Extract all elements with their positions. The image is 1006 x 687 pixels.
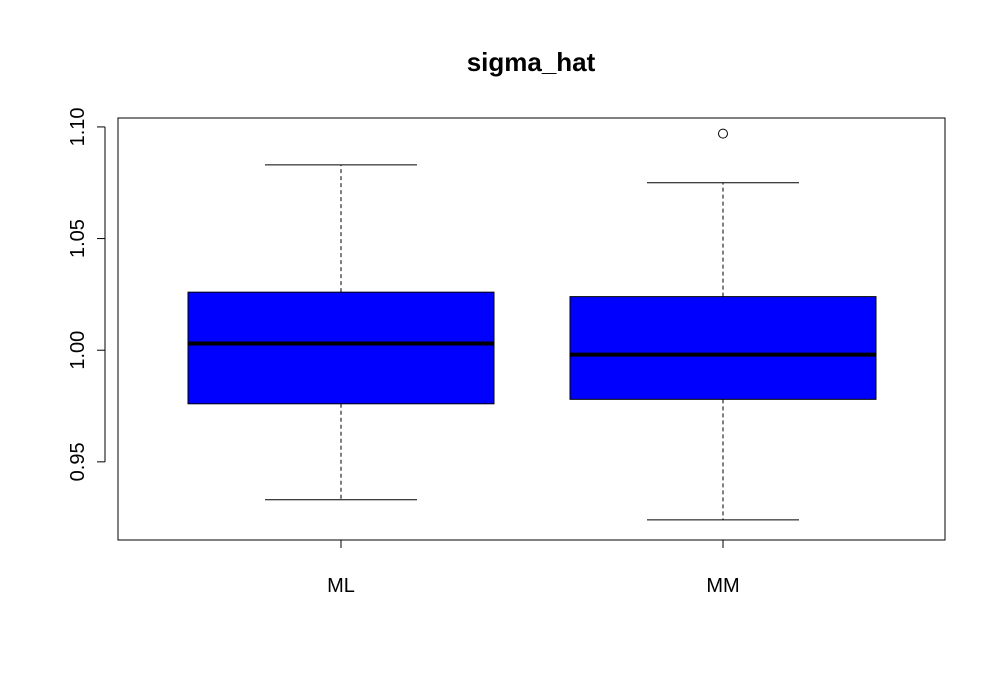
x-tick-label: MM	[706, 575, 739, 597]
y-axis: 0.95 1.00 1.05 1.10	[67, 107, 106, 481]
outlier-point	[718, 128, 728, 139]
iqr-box	[569, 296, 877, 400]
y-tick-label: 1.00	[67, 331, 89, 370]
chart-title: sigma_hat	[467, 47, 596, 77]
y-tick-label: 1.10	[67, 107, 89, 146]
box-mm	[569, 128, 877, 521]
x-axis: ML MM	[327, 539, 740, 597]
y-tick-label: 1.05	[67, 219, 89, 258]
box-ml	[187, 164, 495, 501]
y-tick-label: 0.95	[67, 442, 89, 481]
boxes	[187, 128, 877, 521]
iqr-box	[187, 291, 495, 405]
x-tick-label: ML	[327, 575, 355, 597]
